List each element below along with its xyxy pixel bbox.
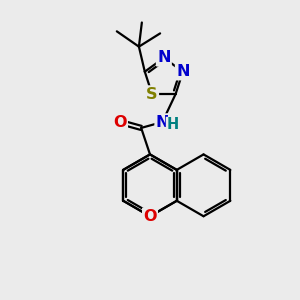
Text: H: H [167, 118, 179, 133]
Text: N: N [157, 50, 171, 65]
Text: N: N [176, 64, 190, 79]
Text: S: S [146, 87, 158, 102]
Text: N: N [156, 115, 169, 130]
Text: O: O [143, 209, 157, 224]
Text: O: O [113, 115, 127, 130]
